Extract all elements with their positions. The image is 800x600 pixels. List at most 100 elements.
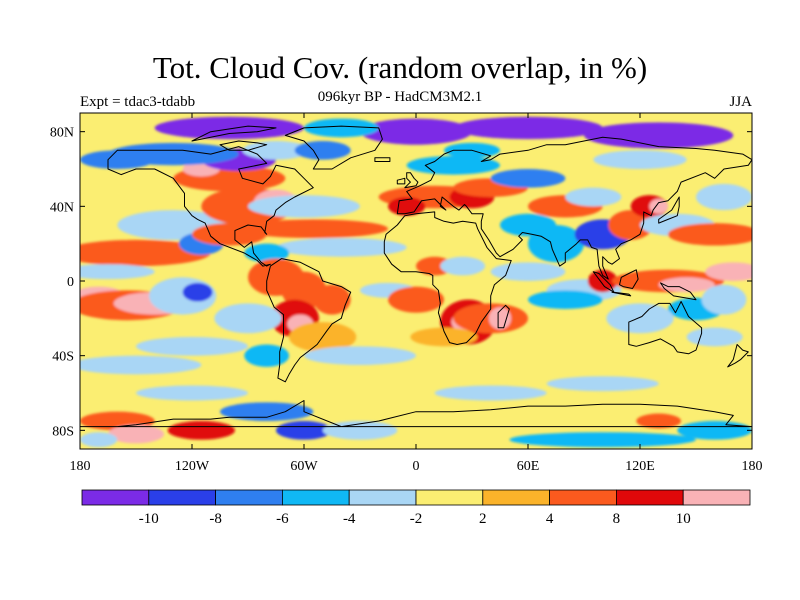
field-anomaly-73 <box>136 385 248 401</box>
field-anomaly-52 <box>528 225 584 263</box>
coastline-15 <box>727 344 749 368</box>
field-anomaly-17 <box>242 141 310 160</box>
field-anomaly-22 <box>244 243 290 263</box>
field-anomaly-41 <box>488 307 512 330</box>
field-anomaly-76 <box>584 122 734 149</box>
field-anomaly-47 <box>406 155 501 175</box>
field-anomaly-18 <box>294 141 351 160</box>
field-anomaly-29 <box>214 303 282 334</box>
field-anomaly-42 <box>410 327 478 347</box>
field-anomaly-31 <box>136 337 248 356</box>
y-tick-label-1: 40N <box>50 200 74 215</box>
y-tick-label-3: 40S <box>52 350 74 365</box>
x-tick-label-5: 120E <box>625 459 655 474</box>
field-anomaly-58 <box>668 223 752 246</box>
x-tick-label-2: 60W <box>290 459 318 474</box>
field-anomaly-59 <box>696 183 752 211</box>
coastline-2 <box>284 125 383 170</box>
field-anomaly-21 <box>276 238 407 257</box>
field-anomaly-90 <box>80 432 118 448</box>
x-tick-label-6: 180 <box>742 459 763 474</box>
field-anomaly-62 <box>528 290 603 309</box>
field-anomaly-37 <box>440 256 486 276</box>
season-label: JJA <box>729 94 752 110</box>
field-anomaly-65 <box>658 277 715 293</box>
coastline-9 <box>658 196 680 224</box>
field-anomaly-16 <box>80 150 155 170</box>
field-anomaly-83 <box>167 421 235 440</box>
field-anomaly-32 <box>80 355 202 375</box>
coastline-4 <box>497 304 510 329</box>
y-tick-label-0: 80N <box>50 126 74 141</box>
colorbar-bin-2 <box>215 489 283 506</box>
coastline-17 <box>219 140 268 151</box>
field-anomaly-54 <box>608 210 654 240</box>
field-anomaly-56 <box>649 198 669 214</box>
colorbar-bin-9 <box>682 489 751 506</box>
x-tick-label-4: 60E <box>517 459 540 474</box>
field-anomaly-89 <box>636 413 682 429</box>
coastline-14 <box>619 269 639 289</box>
field-anomaly-60 <box>490 262 566 281</box>
colorbar-bin-3 <box>281 489 350 506</box>
field-anomaly-66 <box>705 262 752 281</box>
chart-subtitle: 096kyr BP - HadCM3M2.1 <box>317 89 483 105</box>
colorbar-label-0: -10 <box>139 511 159 527</box>
coastline-12 <box>592 271 615 293</box>
coastline-16 <box>80 400 752 428</box>
coastline-18 <box>191 125 277 142</box>
colorbar-bin-6 <box>482 489 550 506</box>
field-anomaly-84 <box>219 402 314 421</box>
field-anomaly-80 <box>593 150 687 170</box>
coastline-3 <box>383 211 512 345</box>
field-anomaly-74 <box>360 118 472 145</box>
experiment-label: Expt = tdac3-tdabb <box>80 94 196 110</box>
coastline-10 <box>628 301 703 355</box>
colorbar-bin-1 <box>148 489 217 506</box>
colorbar-label-4: -2 <box>410 511 423 527</box>
cloud-cover-field <box>80 113 752 449</box>
coastlines <box>80 125 752 428</box>
field-anomaly-70 <box>686 327 743 347</box>
colorbar-label-2: -6 <box>276 511 289 527</box>
field-anomaly-68 <box>701 284 747 315</box>
colorbar-label-7: 8 <box>613 511 621 527</box>
colorbar-label-3: -4 <box>343 511 356 527</box>
coastline-5 <box>396 136 752 280</box>
field-anomaly-85 <box>276 421 332 440</box>
coastline-0 <box>107 146 314 267</box>
coastline-8 <box>374 157 391 162</box>
field-anomaly-19 <box>248 195 360 218</box>
field-anomaly-63 <box>587 269 618 293</box>
longitude-ticks: 180 120W 60W 0 60E 120E 180 <box>70 113 763 474</box>
coastline-11 <box>660 282 697 301</box>
field-anomaly-72 <box>434 385 547 401</box>
field-anomaly-88 <box>677 421 752 440</box>
field-anomaly-82 <box>108 424 164 444</box>
coastline-13 <box>611 291 632 297</box>
y-tick-label-2: 0 <box>67 275 74 290</box>
colorbar-label-8: 10 <box>676 511 691 527</box>
colorbar-bin-4 <box>348 489 417 506</box>
coastline-6 <box>404 172 419 189</box>
field-anomaly-50 <box>565 187 622 207</box>
field-anomaly-71 <box>546 376 659 392</box>
field-anomaly-77 <box>154 116 304 140</box>
coastline-1 <box>266 258 352 383</box>
colorbar-label-1: -8 <box>209 511 222 527</box>
x-tick-label-0: 180 <box>70 459 91 474</box>
field-anomaly-5 <box>80 239 211 267</box>
colorbar-bin-7 <box>549 489 617 506</box>
field-anomaly-4 <box>182 282 213 302</box>
field-anomaly-86 <box>322 421 398 440</box>
colorbar: -10 -8 -6 -4 -2 2 4 8 10 <box>81 489 751 527</box>
field-anomaly-20 <box>238 219 388 239</box>
field-anomaly-75 <box>453 116 603 140</box>
field-anomaly-6 <box>80 264 155 280</box>
field-anomaly-78 <box>304 118 379 138</box>
colorbar-bin-5 <box>415 489 484 506</box>
x-tick-label-1: 120W <box>175 459 210 474</box>
field-anomaly-33 <box>304 346 416 365</box>
chart-title: Tot. Cloud Cov. (random overlap, in %) <box>152 50 648 85</box>
